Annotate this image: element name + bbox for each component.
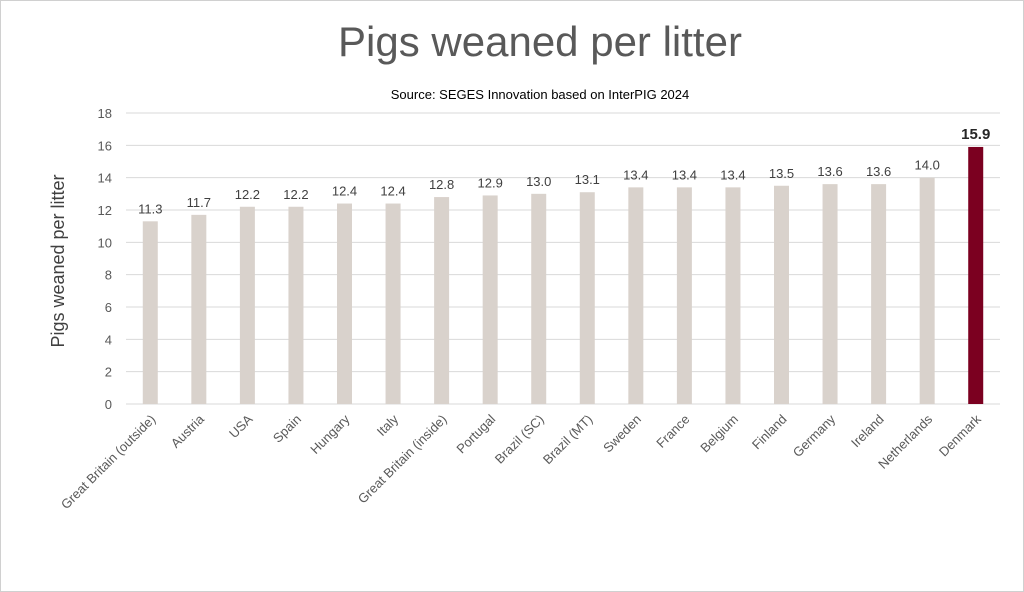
x-tick-label: Brazil (MT): [540, 412, 596, 468]
x-tick-label: France: [653, 412, 692, 451]
value-label: 15.9: [961, 126, 990, 143]
bar-ireland: [871, 184, 887, 404]
gridlines: [126, 112, 1000, 405]
bar-germany: [822, 184, 838, 404]
chart-subtitle: Source: SEGES Innovation based on InterP…: [390, 87, 690, 102]
bar-netherlands: [919, 177, 935, 404]
value-label: 12.4: [332, 184, 357, 199]
x-tick-label: Spain: [270, 412, 304, 446]
value-labels: 11.3 11.7 12.2 12.2 12.4 12.4 12.8 12.9 13.0 13.1…: [138, 126, 990, 216]
value-label: 12.2: [283, 187, 308, 202]
bar-portugal: [482, 195, 498, 404]
bar-austria: [191, 214, 207, 404]
value-label: 13.4: [720, 167, 745, 182]
value-label: 13.4: [623, 167, 648, 182]
y-axis-ticks: 0 2 4 6 8 10 12 14 16 18: [98, 106, 112, 412]
value-label: 13.4: [672, 167, 697, 182]
y-tick-label: 6: [105, 300, 112, 315]
value-label: 12.9: [478, 175, 503, 190]
value-label: 14.0: [915, 158, 940, 173]
y-tick-label: 12: [98, 203, 112, 218]
value-label: 13.5: [769, 166, 794, 181]
bar-denmark: [968, 146, 984, 404]
bar-spain: [288, 206, 304, 404]
y-tick-label: 18: [98, 106, 112, 121]
bar-great-britain-outside: [142, 221, 158, 404]
y-tick-label: 4: [105, 332, 112, 347]
x-tick-label: Italy: [374, 411, 402, 439]
bar-sweden: [628, 187, 644, 404]
value-label: 13.1: [575, 172, 600, 187]
value-label: 12.4: [380, 184, 405, 199]
value-label: 12.2: [235, 187, 260, 202]
value-label: 12.8: [429, 177, 454, 192]
y-tick-label: 10: [98, 235, 112, 250]
bar-france: [676, 187, 692, 404]
x-tick-label: Germany: [790, 411, 839, 460]
bar-belgium: [725, 187, 741, 404]
bar-hungary: [337, 203, 352, 404]
x-tick-label: Great Britain (inside): [355, 412, 450, 507]
x-tick-label: Denmark: [936, 411, 984, 459]
bar-brazil-sc: [531, 193, 547, 404]
value-label: 11.7: [187, 195, 211, 210]
bar-great-britain-inside: [434, 197, 450, 404]
x-tick-label: Portugal: [453, 411, 498, 456]
x-tick-label: USA: [226, 411, 256, 441]
y-axis-label: Pigs weaned per litter: [48, 174, 68, 347]
y-tick-label: 14: [98, 171, 112, 186]
x-axis-labels: Great Britain (outside) Austria USA Spain Hu…: [58, 411, 984, 512]
bars: [142, 146, 984, 404]
x-tick-label: Austria: [168, 411, 208, 451]
x-tick-label: Belgium: [697, 412, 741, 456]
value-label: 13.0: [526, 174, 551, 189]
x-tick-label: Hungary: [307, 411, 353, 457]
y-tick-label: 2: [105, 365, 112, 380]
bar-italy: [385, 203, 401, 404]
x-tick-label: Ireland: [848, 412, 887, 451]
value-label: 11.3: [138, 201, 162, 216]
chart-title: Pigs weaned per litter: [338, 18, 742, 65]
bar-brazil-mt: [579, 192, 595, 404]
y-tick-label: 8: [105, 268, 112, 283]
value-label: 13.6: [866, 164, 891, 179]
y-tick-label: 0: [105, 397, 112, 412]
value-label: 13.6: [817, 164, 842, 179]
x-tick-label: Finland: [749, 412, 790, 453]
x-tick-label: Brazil (SC): [492, 412, 547, 467]
bar-finland: [774, 185, 789, 404]
x-tick-label: Sweden: [600, 412, 644, 456]
bar-usa: [239, 206, 255, 404]
y-tick-label: 16: [98, 138, 112, 153]
x-tick-label: Great Britain (outside): [58, 412, 159, 513]
